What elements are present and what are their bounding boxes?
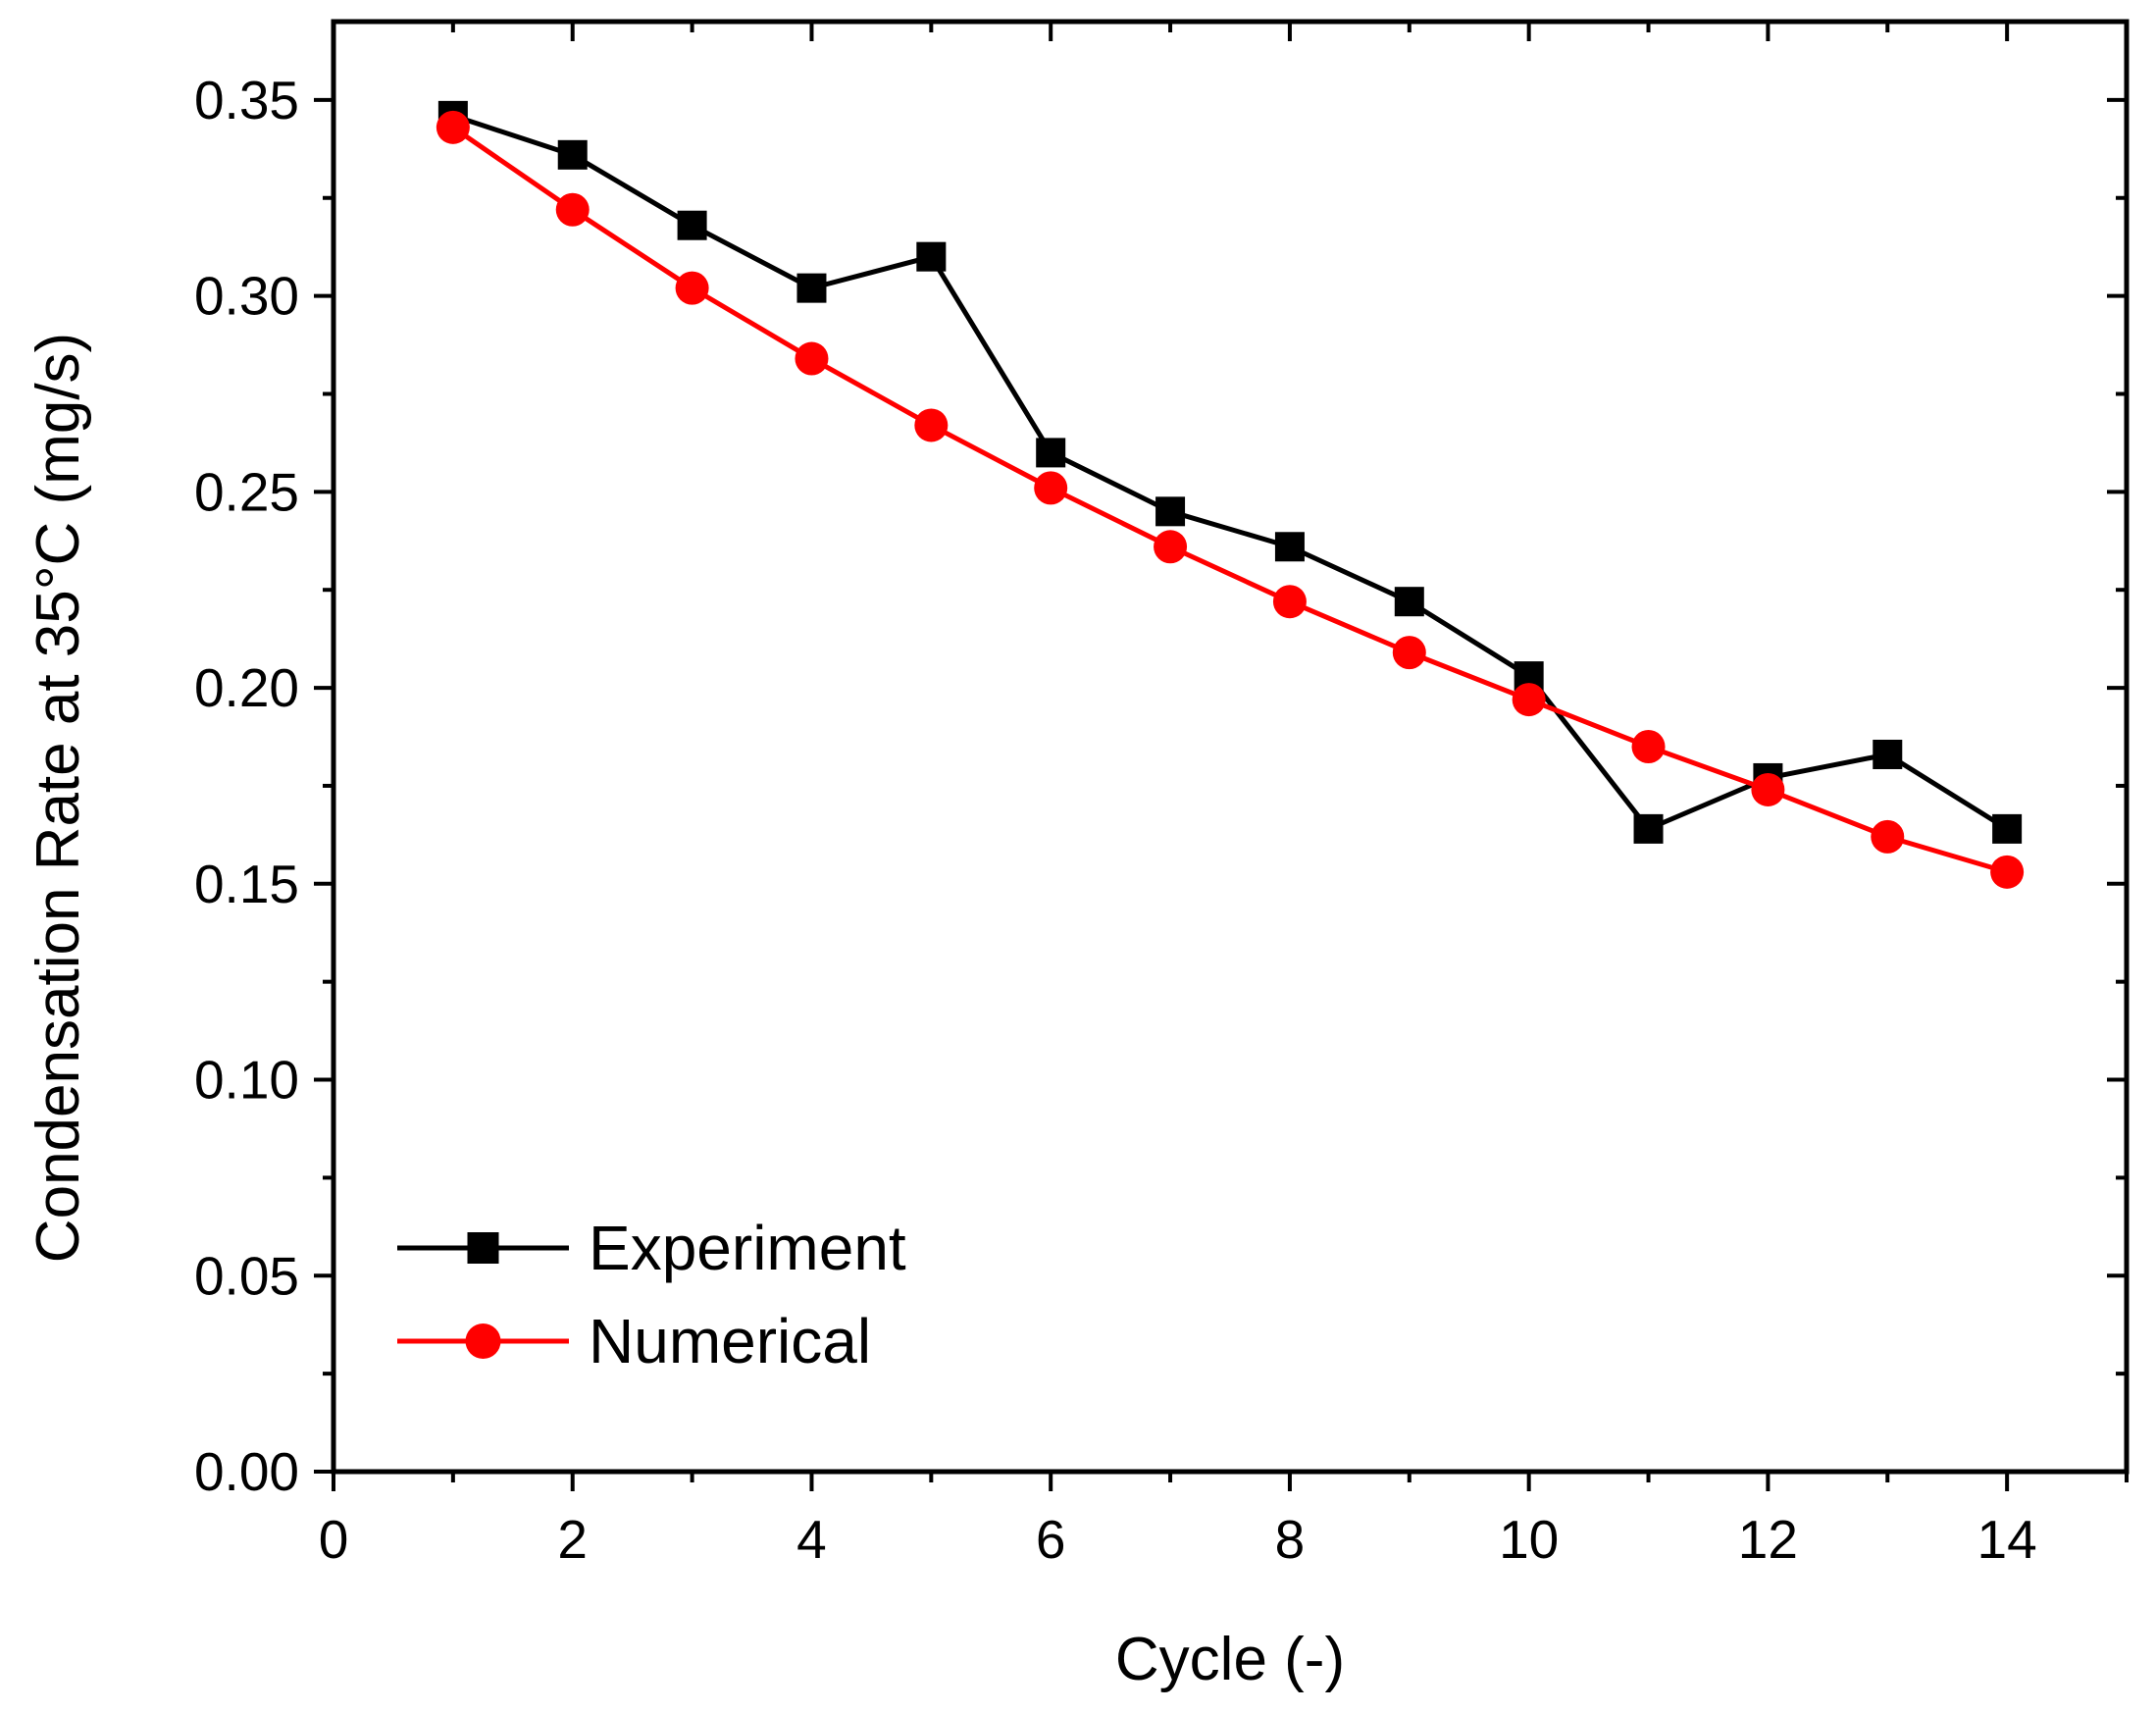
series-line-experiment — [452, 113, 2009, 832]
data-point-experiment — [1633, 813, 1664, 844]
axes: 0 2 4 6 8 10 12 14 0.00 0.05 0.10 0.15 0.20 0.25 0.30 0… — [194, 19, 2130, 1570]
data-point-numerical — [1392, 636, 1426, 670]
data-point-numerical — [675, 271, 709, 305]
data-point-numerical — [914, 408, 949, 442]
y-tick-label: 0.25 — [194, 461, 299, 522]
x-tick-label: 14 — [1977, 1509, 2037, 1570]
data-point-numerical — [1272, 585, 1307, 619]
data-point-experiment — [677, 210, 707, 240]
data-point-experiment — [1036, 438, 1066, 468]
series-numerical — [436, 110, 2025, 889]
y-axis-title: Condensation Rate at 35°C (mg/s) — [25, 333, 92, 1263]
legend-item-experiment: Experiment — [397, 1213, 906, 1283]
legend-marker — [465, 1323, 501, 1359]
legend: Experiment Numerical — [397, 1213, 906, 1376]
x-tick-label: 4 — [796, 1509, 827, 1570]
data-point-numerical — [1990, 855, 2025, 889]
data-point-numerical — [795, 341, 829, 376]
data-point-numerical — [1512, 683, 1546, 717]
x-tick-label: 10 — [1499, 1509, 1559, 1570]
y-tick-label: 0.15 — [194, 854, 299, 914]
data-point-experiment — [1873, 739, 1903, 769]
x-tick-label: 8 — [1275, 1509, 1306, 1570]
data-point-experiment — [916, 241, 947, 272]
series-experiment — [437, 100, 2023, 844]
data-point-numerical — [1751, 772, 1785, 806]
x-axis-title: Cycle (-) — [1115, 1626, 1345, 1693]
y-tick-label: 0.10 — [194, 1050, 299, 1111]
data-point-numerical — [555, 192, 590, 227]
y-tick-label: 0.30 — [194, 266, 299, 327]
x-tick-label: 6 — [1036, 1509, 1066, 1570]
data-point-experiment — [796, 273, 827, 303]
data-point-experiment — [557, 139, 588, 170]
data-point-experiment — [1274, 532, 1305, 562]
data-point-experiment — [1155, 496, 1186, 527]
legend-item-numerical: Numerical — [397, 1306, 871, 1376]
legend-label: Numerical — [589, 1306, 871, 1376]
x-tick-label: 12 — [1738, 1509, 1798, 1570]
plot-frame — [331, 19, 2130, 1475]
y-tick-label: 0.35 — [194, 70, 299, 130]
y-tick-label: 0.00 — [194, 1441, 299, 1502]
data-point-numerical — [1154, 530, 1188, 564]
series-line-numerical — [451, 125, 2008, 875]
x-tick-label: 2 — [557, 1509, 588, 1570]
data-point-numerical — [436, 110, 470, 144]
data-point-numerical — [1034, 471, 1068, 505]
x-tick-label: 0 — [319, 1509, 349, 1570]
series-layer — [436, 100, 2025, 889]
y-tick-label: 0.05 — [194, 1245, 299, 1306]
legend-marker — [467, 1232, 499, 1264]
y-tick-label: 0.20 — [194, 657, 299, 718]
data-point-experiment — [1992, 813, 2023, 844]
data-point-experiment — [1394, 587, 1424, 617]
legend-label: Experiment — [589, 1213, 906, 1283]
data-point-numerical — [1631, 730, 1666, 763]
data-point-numerical — [1871, 819, 1905, 854]
